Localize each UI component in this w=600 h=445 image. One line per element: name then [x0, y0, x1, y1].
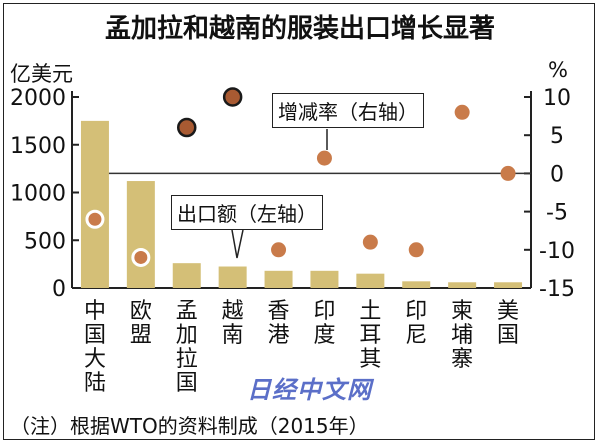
source-note: （注）根据WTO的资料制成（2015年）: [10, 414, 369, 438]
left-axis-tick-label: 500: [24, 229, 66, 254]
category-label: 香港: [268, 299, 290, 348]
left-axis-tick-label: 1500: [10, 134, 66, 159]
export-bar: [218, 266, 247, 288]
category-label: 越南: [222, 299, 244, 348]
left-axis-tick-label: 0: [52, 277, 66, 302]
right-axis-tick-label: -10: [539, 239, 575, 264]
chart-frame: [3, 3, 595, 440]
right-axis-tick-label: 10: [543, 86, 571, 111]
category-label: 土耳其: [359, 299, 381, 372]
category-label: 孟加拉国: [176, 299, 198, 396]
growth-rate-point: [131, 247, 151, 267]
export-bar: [264, 270, 293, 288]
export-bar: [494, 282, 523, 288]
category-label: 美国: [497, 299, 519, 348]
category-label: 中国大陆: [84, 299, 106, 396]
right-axis-tick-label: 0: [550, 162, 564, 187]
left-axis-unit: 亿美元: [10, 62, 73, 86]
export-bar: [448, 282, 477, 288]
growth-rate-point: [316, 150, 332, 166]
export-series-callout: 出口额（左轴）: [171, 195, 323, 230]
export-bar: [80, 120, 109, 288]
growth-rate-point: [222, 87, 243, 107]
growth-rate-point: [408, 242, 424, 258]
growth-rate-point: [85, 209, 105, 229]
export-bar: [356, 273, 385, 288]
category-label: 欧盟: [130, 299, 152, 348]
growth-rate-point: [271, 242, 287, 258]
right-axis-tick-label: 5: [550, 124, 564, 149]
watermark-logo: 日经中文网: [247, 376, 372, 404]
export-bar: [402, 281, 431, 288]
growth-rate-point: [177, 117, 197, 138]
export-callout-pointer: [231, 229, 244, 259]
right-axis-tick-label: -15: [539, 277, 575, 302]
growth-rate-point: [500, 165, 516, 181]
category-label: 印度: [313, 299, 335, 348]
category-label: 印尼: [405, 299, 427, 348]
rate-series-callout: 增减率（右轴）: [272, 93, 424, 128]
growth-rate-point: [454, 104, 470, 120]
growth-rate-point: [362, 234, 378, 250]
chart-title: 孟加拉和越南的服装出口增长显著: [104, 14, 495, 44]
right-axis-tick-label: -5: [546, 201, 568, 226]
left-axis-tick-label: 1000: [10, 182, 66, 207]
category-label: 柬埔寨: [451, 299, 473, 372]
right-axis-unit: %: [548, 58, 568, 82]
left-axis-tick-label: 2000: [10, 86, 66, 111]
export-bar: [310, 270, 339, 288]
export-bar: [172, 263, 201, 288]
export-bar: [126, 181, 155, 288]
